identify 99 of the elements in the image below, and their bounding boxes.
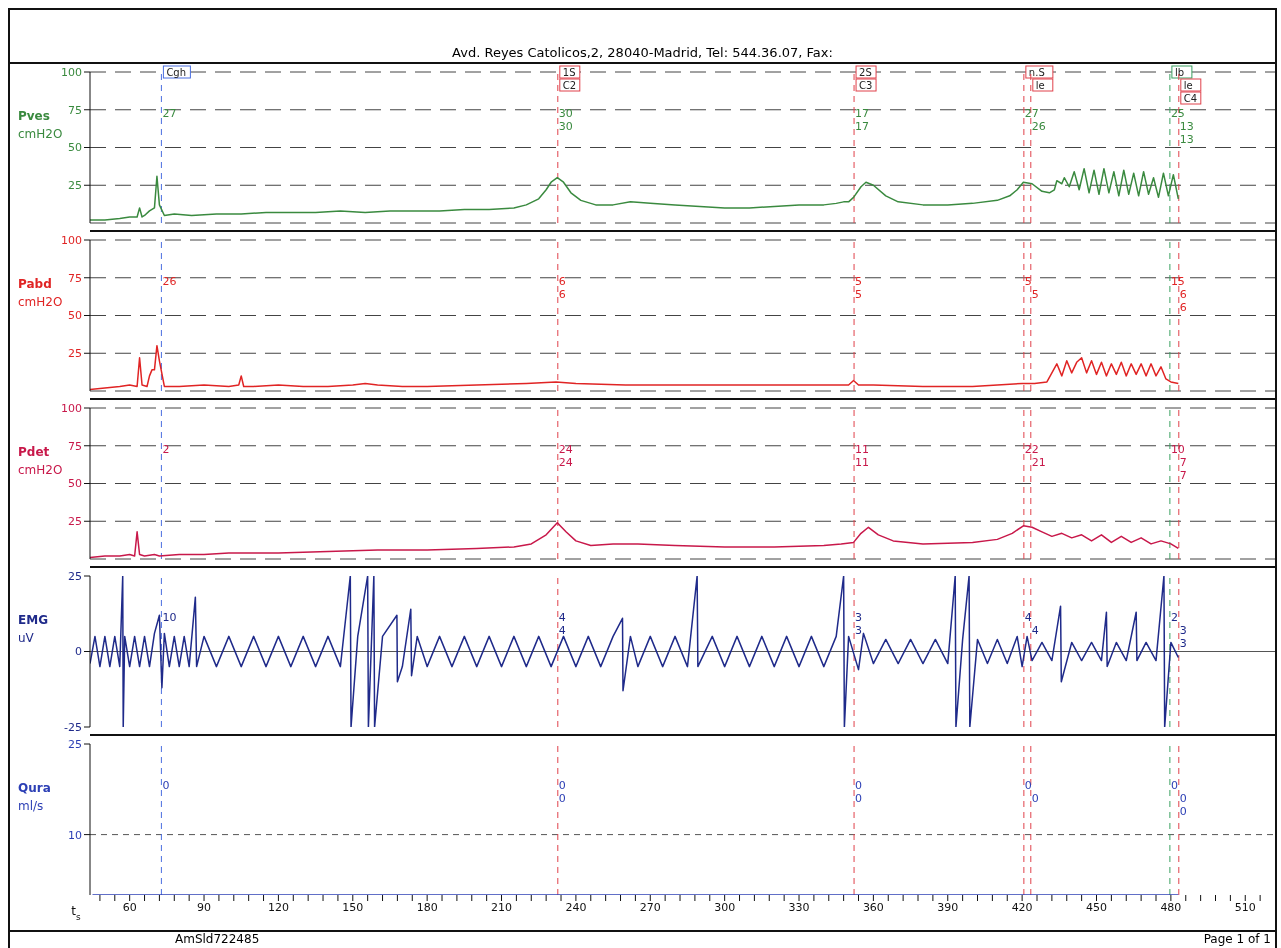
y-tick-label: 100 bbox=[61, 65, 82, 79]
annotation: 24 bbox=[558, 456, 573, 469]
y-axis-title: Qura ml/s bbox=[18, 781, 51, 813]
annotation: 7 bbox=[1179, 456, 1187, 469]
annotation: 22 bbox=[1024, 443, 1039, 456]
text: AmSld722485 bbox=[175, 932, 260, 948]
annotation: 5 bbox=[1031, 288, 1039, 301]
ref-line-label: 1S C2 bbox=[562, 67, 577, 91]
annotation: 26 bbox=[1031, 120, 1046, 133]
y-tick-label: 25 bbox=[68, 569, 82, 583]
annotation: 6 bbox=[1179, 288, 1187, 301]
annotation: 27 bbox=[162, 107, 177, 120]
annotation: 7 bbox=[1179, 469, 1187, 482]
annotation: 2 bbox=[1170, 611, 1178, 624]
y-tick-label: 25 bbox=[68, 737, 82, 751]
annotation: 4 bbox=[558, 611, 566, 624]
annotation: 0 bbox=[1170, 779, 1178, 792]
annotation: 24 bbox=[558, 443, 573, 456]
annotation: 3 bbox=[1179, 637, 1187, 650]
annotation: 4 bbox=[1031, 624, 1039, 637]
annotation: 5 bbox=[855, 288, 863, 301]
annotation: 2 bbox=[162, 443, 170, 456]
y-tick-label: 25 bbox=[68, 347, 82, 361]
y-axis-title: EMG uV bbox=[18, 613, 48, 645]
y-tick-label: 75 bbox=[68, 271, 82, 285]
annotation: 0 bbox=[1024, 779, 1032, 792]
ref-line-label: le C4 bbox=[1183, 80, 1198, 104]
annotation: 17 bbox=[855, 107, 870, 120]
x-tick-label: 60 bbox=[122, 900, 137, 914]
y-tick-label: 75 bbox=[68, 103, 82, 117]
x-tick-label: 300 bbox=[714, 900, 736, 914]
annotation: 13 bbox=[1179, 133, 1194, 146]
annotation: 0 bbox=[1179, 805, 1187, 818]
annotation: 5 bbox=[1024, 275, 1032, 288]
y-tick-label: 75 bbox=[68, 439, 82, 453]
ref-line-label: n.S bbox=[1028, 67, 1045, 78]
x-tick-label: 360 bbox=[862, 900, 884, 914]
annotation: 6 bbox=[558, 288, 566, 301]
annotation: 11 bbox=[855, 443, 870, 456]
annotation: 10 bbox=[1170, 443, 1185, 456]
x-tick-label: 450 bbox=[1086, 900, 1108, 914]
x-axis-title: t$_{s}$ bbox=[71, 904, 82, 922]
annotation: 30 bbox=[558, 107, 573, 120]
x-tick-label: 480 bbox=[1160, 900, 1182, 914]
annotation: 0 bbox=[558, 779, 566, 792]
annotation: 0 bbox=[1031, 792, 1039, 805]
y-tick-label: 0 bbox=[75, 645, 82, 659]
annotation: 21 bbox=[1031, 456, 1046, 469]
chart-subtitle: Avd. Reyes Catolicos,2, 28040-Madrid, Tel: 544.36.07, Fax: bbox=[451, 45, 834, 60]
y-tick-label: -25 bbox=[64, 720, 82, 734]
annotation: 4 bbox=[558, 624, 566, 637]
text: Page 1 of 1 bbox=[1203, 932, 1271, 948]
x-tick-label: 240 bbox=[565, 900, 587, 914]
annotation: 4 bbox=[1024, 611, 1032, 624]
x-tick-label: 150 bbox=[342, 900, 364, 914]
x-tick-label: 330 bbox=[788, 900, 810, 914]
annotation: 25 bbox=[1170, 107, 1185, 120]
annotation: 6 bbox=[1179, 301, 1187, 314]
x-tick-label: 510 bbox=[1234, 900, 1256, 914]
annotation: 5 bbox=[855, 275, 863, 288]
annotation: 0 bbox=[855, 792, 863, 805]
annotation: 30 bbox=[558, 120, 573, 133]
annotation: 0 bbox=[855, 779, 863, 792]
y-axis-title: Pabd cmH2O bbox=[18, 277, 63, 309]
annotation: 15 bbox=[1170, 275, 1185, 288]
y-tick-label: 100 bbox=[61, 233, 82, 247]
x-tick-label: 120 bbox=[267, 900, 289, 914]
y-tick-label: 10 bbox=[68, 828, 82, 842]
annotation: 0 bbox=[1179, 792, 1187, 805]
x-tick-label: 390 bbox=[937, 900, 959, 914]
annotation: 17 bbox=[855, 120, 870, 133]
annotation: 13 bbox=[1179, 120, 1194, 133]
x-tick-label: 270 bbox=[639, 900, 661, 914]
y-axis-title: Pdet cmH2O bbox=[18, 445, 63, 477]
annotation: 11 bbox=[855, 456, 870, 469]
annotation: 0 bbox=[162, 779, 170, 792]
y-tick-label: 100 bbox=[61, 401, 82, 415]
annotation: 3 bbox=[855, 624, 863, 637]
x-tick-label: 180 bbox=[416, 900, 438, 914]
annotation: 6 bbox=[558, 275, 566, 288]
y-tick-label: 50 bbox=[68, 477, 82, 491]
y-tick-label: 25 bbox=[68, 515, 82, 529]
ref-line-label: Cgh bbox=[166, 67, 187, 78]
annotation: 10 bbox=[162, 611, 177, 624]
annotation: 0 bbox=[558, 792, 566, 805]
y-tick-label: 50 bbox=[68, 141, 82, 155]
x-tick-label: 420 bbox=[1011, 900, 1033, 914]
annotation: 26 bbox=[162, 275, 177, 288]
x-tick-label: 210 bbox=[491, 900, 513, 914]
annotation: 3 bbox=[855, 611, 863, 624]
y-tick-label: 50 bbox=[68, 309, 82, 323]
x-tick-label: 90 bbox=[197, 900, 212, 914]
y-tick-label: 25 bbox=[68, 179, 82, 193]
annotation: 3 bbox=[1179, 624, 1187, 637]
ref-line-label: lb bbox=[1174, 67, 1185, 78]
annotation: 27 bbox=[1024, 107, 1039, 120]
y-axis-title: Pves cmH2O bbox=[18, 109, 63, 141]
ref-line-label: 2S C3 bbox=[859, 67, 873, 91]
ref-line-label: le bbox=[1035, 80, 1045, 91]
